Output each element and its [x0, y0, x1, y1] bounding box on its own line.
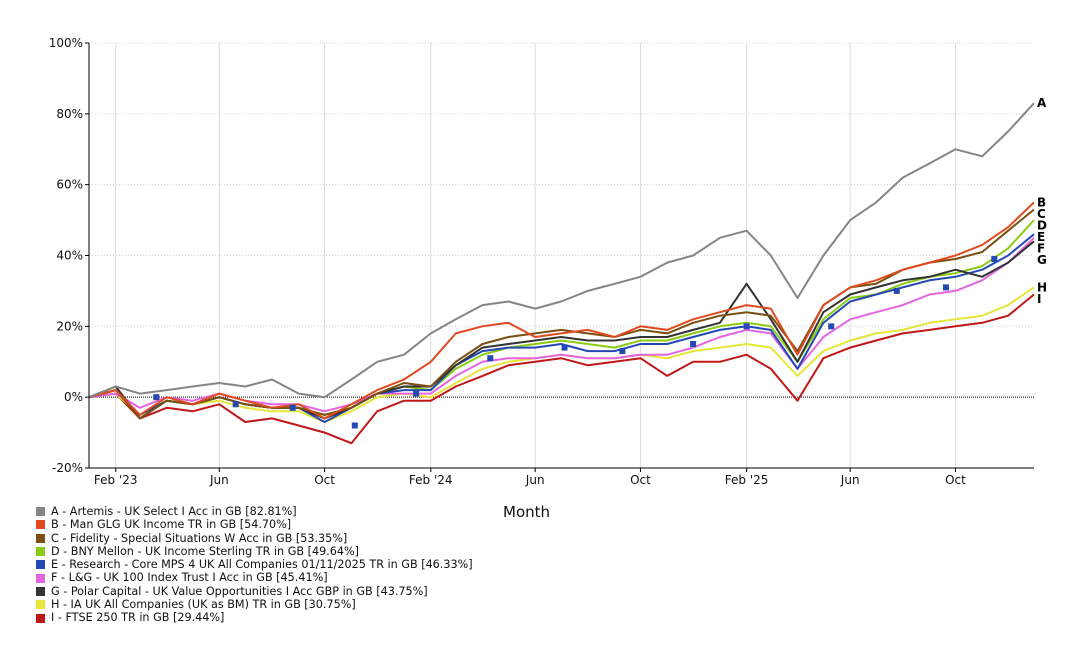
- end-label-g: G: [1037, 253, 1047, 267]
- x-tick-label: Jun: [840, 473, 860, 487]
- legend-swatch: [36, 586, 45, 596]
- axis-layer: -20% 0% 20% 40% 60% 80% 100% Feb '23 Jun Oct Feb '…: [49, 36, 1034, 487]
- legend-swatch: [36, 520, 45, 530]
- chart: -20% 0% 20% 40% 60% 80% 100% Feb '23 Jun Oct Feb '…: [49, 36, 1047, 487]
- end-label-b: B: [1037, 195, 1046, 209]
- end-label-a: A: [1037, 96, 1047, 110]
- end-label-d: D: [1037, 218, 1047, 232]
- series-marker-e: [351, 422, 358, 429]
- y-tick-label: 100%: [49, 36, 83, 50]
- legend-swatch: [36, 533, 45, 543]
- series-marker-e: [690, 341, 697, 348]
- legend-label: H - IA UK All Companies (UK as BM) TR in…: [51, 598, 356, 612]
- legend-item-g: G - Polar Capital - UK Value Opportuniti…: [36, 585, 473, 598]
- x-tick-label: Oct: [314, 473, 335, 487]
- x-tick-label: Feb '25: [725, 473, 769, 487]
- series-line-c: [88, 208, 1035, 420]
- legend-item-h: H - IA UK All Companies (UK as BM) TR in…: [36, 598, 473, 611]
- series-marker-e: [991, 256, 998, 263]
- legend-swatch: [36, 507, 45, 517]
- end-label-e: E: [1037, 230, 1045, 244]
- legend-item-c: C - Fidelity - Special Situations W Acc …: [36, 532, 473, 545]
- legend-label: E - Research - Core MPS 4 UK All Compani…: [51, 558, 473, 572]
- series-marker-e: [743, 323, 750, 330]
- x-tick-label: Jun: [209, 473, 229, 487]
- legend: A - Artemis - UK Select I Acc in GB [82.…: [36, 505, 473, 625]
- series-line-b: [88, 201, 1035, 420]
- legend-item-e: E - Research - Core MPS 4 UK All Compani…: [36, 558, 473, 571]
- series-marker-e: [942, 284, 949, 291]
- legend-swatch: [36, 547, 45, 557]
- legend-swatch: [36, 560, 45, 570]
- legend-swatch: [36, 573, 45, 583]
- x-tick-label: Jun: [525, 473, 545, 487]
- series-marker-e: [289, 404, 296, 411]
- legend-label: G - Polar Capital - UK Value Opportuniti…: [51, 584, 428, 598]
- series-line-a: [88, 102, 1035, 399]
- series-line-i: [88, 293, 1035, 445]
- legend-swatch: [36, 600, 45, 610]
- series-marker-e: [232, 401, 239, 408]
- legend-item-i: I - FTSE 250 TR in GB [29.44%]: [36, 611, 473, 624]
- legend-swatch: [36, 613, 45, 623]
- x-tick-label: Feb '23: [94, 473, 138, 487]
- legend-item-b: B - Man GLG UK Income TR in GB [54.70%]: [36, 518, 473, 531]
- series-marker-e: [413, 390, 420, 397]
- legend-label: A - Artemis - UK Select I Acc in GB [82.…: [51, 505, 297, 518]
- y-tick-label: 40%: [56, 249, 83, 263]
- y-tick-label: 60%: [56, 178, 83, 192]
- legend-label: C - Fidelity - Special Situations W Acc …: [51, 531, 348, 545]
- series-layer: [88, 102, 1035, 445]
- x-axis-title: Month: [503, 503, 551, 521]
- series-marker-e: [893, 287, 900, 294]
- legend-item-d: D - BNY Mellon - UK Income Sterling TR i…: [36, 545, 473, 558]
- legend-item-a: A - Artemis - UK Select I Acc in GB [82.…: [36, 505, 473, 518]
- legend-label: D - BNY Mellon - UK Income Sterling TR i…: [51, 544, 359, 558]
- series-line-d: [88, 219, 1035, 416]
- legend-label: I - FTSE 250 TR in GB [29.44%]: [51, 611, 225, 625]
- x-tick-label: Feb '24: [409, 473, 453, 487]
- series-marker-e: [828, 323, 835, 330]
- legend-label: F - L&G - UK 100 Index Trust I Acc in GB…: [51, 571, 328, 585]
- y-tick-label: 20%: [56, 319, 83, 333]
- end-label-h: H: [1037, 280, 1047, 294]
- end-label-c: C: [1037, 207, 1046, 221]
- y-tick-label: -20%: [52, 461, 83, 475]
- x-tick-label: Oct: [630, 473, 651, 487]
- series-marker-e: [561, 344, 568, 351]
- y-tick-label: 0%: [64, 390, 83, 404]
- marker-layer: [153, 256, 998, 429]
- series-marker-e: [153, 394, 160, 401]
- legend-label: B - Man GLG UK Income TR in GB [54.70%]: [51, 518, 292, 532]
- series-line-e: [88, 233, 1035, 423]
- y-tick-label: 80%: [56, 107, 83, 121]
- series-marker-e: [487, 355, 494, 362]
- legend-item-f: F - L&G - UK 100 Index Trust I Acc in GB…: [36, 571, 473, 584]
- x-tick-label: Oct: [945, 473, 966, 487]
- end-label-f: F: [1037, 241, 1045, 255]
- series-marker-e: [619, 348, 626, 355]
- end-label-i: I: [1037, 292, 1041, 306]
